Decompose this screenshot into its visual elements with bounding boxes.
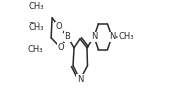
Text: CH₃: CH₃ xyxy=(28,45,43,54)
Text: O: O xyxy=(57,43,64,52)
Text: B: B xyxy=(65,32,70,41)
Text: CH₃: CH₃ xyxy=(119,32,134,41)
Text: N: N xyxy=(91,32,97,41)
Text: O: O xyxy=(56,22,62,31)
Text: CH₃: CH₃ xyxy=(29,23,44,32)
Text: N: N xyxy=(77,75,83,84)
Text: N: N xyxy=(109,32,115,41)
Text: CH₃: CH₃ xyxy=(28,22,43,31)
Text: CH₃: CH₃ xyxy=(29,2,44,11)
